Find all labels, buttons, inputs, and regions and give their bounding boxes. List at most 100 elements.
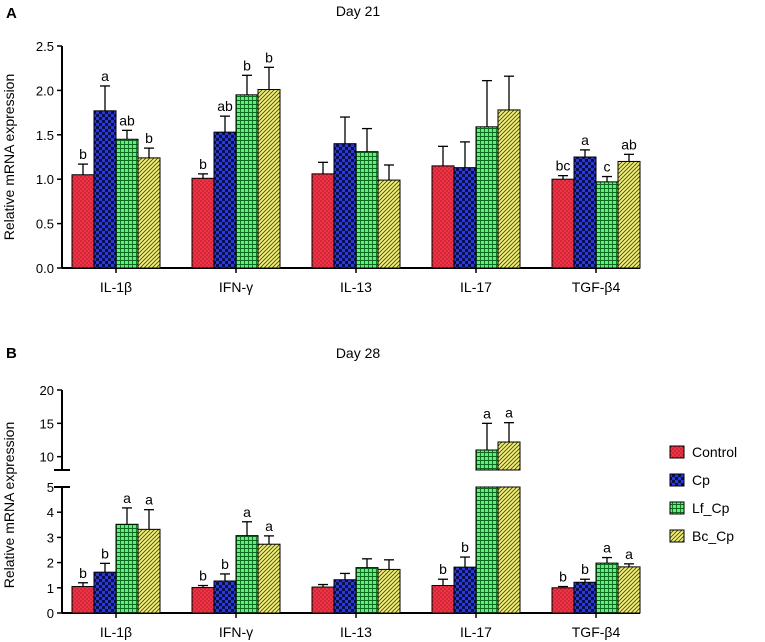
legend-swatch-lf-cp [669,501,685,515]
panel-b-ytick-label-15: 15 [40,416,54,431]
panel-b-xtick-label-il-13: IL-13 [340,624,372,640]
panel-a-bar-bc-cp-il-1 [137,157,161,269]
panel-a-bar-bc-cp-il-1-label: b [145,130,153,146]
legend: Control Cp Lf_Cp Bc_Cp [669,444,737,544]
panel-b-bar-cp-ifn [213,580,237,614]
panel-a-ytick-label-0-5: 0.5 [36,217,54,232]
panel-b-bar-bc-cp-tgf-4-label: a [625,546,633,562]
panel-b-ytick-label-1: 1 [47,581,54,596]
panel-b-label: B [6,345,17,362]
panel-b-ytick-label-4: 4 [47,505,54,520]
panel-b-bar-control-ifn [191,587,215,614]
panel-a-xtick-label-tgf-4: TGF-β4 [572,279,621,295]
panel-a-bar-cp-ifn-label: ab [217,98,233,114]
panel-a-bar-cp-tgf-4-label: a [581,132,589,148]
panel-b-bar-lf-cp-il-1-label: a [123,490,131,506]
panel-b-bar-control-il-1-label: b [79,565,87,581]
panel-a-bar-cp-il-13 [333,143,357,269]
panel-b-bar-cp-il-13 [333,579,357,614]
panel-a-xtick-label-il-13: IL-13 [340,279,372,295]
panel-b-bar-control-il-13 [311,586,335,614]
panel-a-bar-lf-cp-il-17 [475,126,499,269]
panel-b-bar-cp-il-1-label: b [101,545,109,561]
panel-b-bar-lf-cp-il-17-label: a [483,405,491,421]
panel-a-bar-control-tgf-4 [551,178,575,269]
panel-a-bar-cp-il-1-label: a [101,68,109,84]
panel-a-ytick-label-2-5: 2.5 [36,39,54,54]
panel-a-xtick-label-il-17: IL-17 [460,279,492,295]
panel-a-ytick-label-2-0: 2.0 [36,83,54,98]
panel-a-bar-cp-il-1 [93,110,117,269]
panel-a-bar-bc-cp-ifn-label: b [265,49,273,65]
panel-b-bar-bc-cp-il-13 [377,568,401,614]
panel-a-bar-bc-cp-tgf-4-label: ab [621,136,637,152]
panel-a-bar-lf-cp-ifn-label: b [243,57,251,73]
panel-b-bar-cp-tgf-4 [573,581,597,614]
legend-swatch-cp [669,473,685,487]
panel-a-ytick-label-1-5: 1.5 [36,128,54,143]
panel-b-xtick-label-il-17: IL-17 [460,624,492,640]
panel-b-bar-lf-cp-il-1 [115,523,139,614]
panel-b-ytick-label-10: 10 [40,450,54,465]
panel-b-xtick-label-tgf-4: TGF-β4 [572,624,621,640]
panel-b-bar-bc-cp-tgf-4 [617,566,641,614]
legend-swatch-control [669,445,685,459]
panel-a-label: A [6,5,17,22]
panel-a-bar-lf-cp-il-13 [355,151,379,269]
panel-a-bar-lf-cp-il-1-label: ab [119,112,135,128]
panel-b-bar-lf-cp-il-17-lower [475,486,499,614]
panel-a-bar-bc-cp-il-13 [377,179,401,269]
panel-b-bar-cp-il-17-label: b [461,539,469,555]
panel-b-bar-control-tgf-4-label: b [559,569,567,585]
panel-a-bar-bc-cp-tgf-4 [617,160,641,269]
panel-b-bar-cp-il-17 [453,566,477,614]
panel-b-bar-bc-cp-ifn-label: a [265,518,273,534]
panel-b-bar-bc-cp-il-17-upper [497,441,521,471]
panel-b-ylabel: Relative mRNA expression [1,422,17,589]
panel-b-bar-bc-cp-ifn [257,543,281,614]
panel-a: A Day 21 Relative mRNA expression 0.0 0.5… [1,3,641,295]
panel-a-bar-cp-ifn [213,131,237,269]
panel-b-bar-control-il-1 [71,586,95,614]
legend-label-lf-cp: Lf_Cp [692,500,730,516]
panel-a-title: Day 21 [336,3,381,19]
panel-b-bar-lf-cp-ifn [235,535,259,614]
panel-a-bar-cp-il-17 [453,167,477,269]
panel-b-title: Day 28 [336,345,381,361]
panel-b-ytick-label-0: 0 [47,606,54,621]
panel-b-bar-lf-cp-tgf-4 [595,562,619,614]
panel-b-bar-bc-cp-il-17-lower [497,486,521,614]
panel-a-bar-control-il-13 [311,173,335,269]
panel-b-bar-lf-cp-ifn-label: a [243,504,251,520]
panel-b-bar-bc-cp-il-1-label: a [145,492,153,508]
panel-a-bar-bc-cp-il-17 [497,109,521,269]
legend-label-bc-cp: Bc_Cp [692,528,734,544]
panel-b-ytick-label-3: 3 [47,530,54,545]
panel-b-ytick-label-2: 2 [47,556,54,571]
panel-a-bar-control-il-17 [431,165,455,269]
panel-b-bar-control-ifn-label: b [199,568,207,584]
legend-label-control: Control [692,444,737,460]
panel-a-bar-control-tgf-4-label: bc [556,158,571,174]
panel-b-ytick-label-20: 20 [40,383,54,398]
panel-b-bar-control-il-17-label: b [439,561,447,577]
panel-a-xtick-label-ifn: IFN-γ [219,279,253,295]
panel-b-bar-lf-cp-tgf-4-label: a [603,540,611,556]
panel-b-bar-bc-cp-il-1 [137,528,161,614]
panel-b-xtick-label-il-1: IL-1β [100,624,132,640]
panel-b-bar-lf-cp-il-13 [355,567,379,614]
panel-a-bar-lf-cp-tgf-4 [595,181,619,269]
legend-label-cp: Cp [692,472,710,488]
panel-a-bar-lf-cp-tgf-4-label: c [604,159,611,175]
panel-a-bar-lf-cp-ifn [235,94,259,269]
panel-b-bar-lf-cp-il-17-upper [475,449,499,471]
panel-a-bar-control-ifn [191,177,215,269]
panel-b-xtick-label-ifn: IFN-γ [219,624,253,640]
panel-a-bar-control-ifn-label: b [199,156,207,172]
panel-b: B Day 28 Relative mRNA expression 0 1 2 3 4 5… [1,345,641,640]
panel-a-bar-cp-tgf-4 [573,156,597,269]
panel-b-ytick-label-5: 5 [47,480,54,495]
